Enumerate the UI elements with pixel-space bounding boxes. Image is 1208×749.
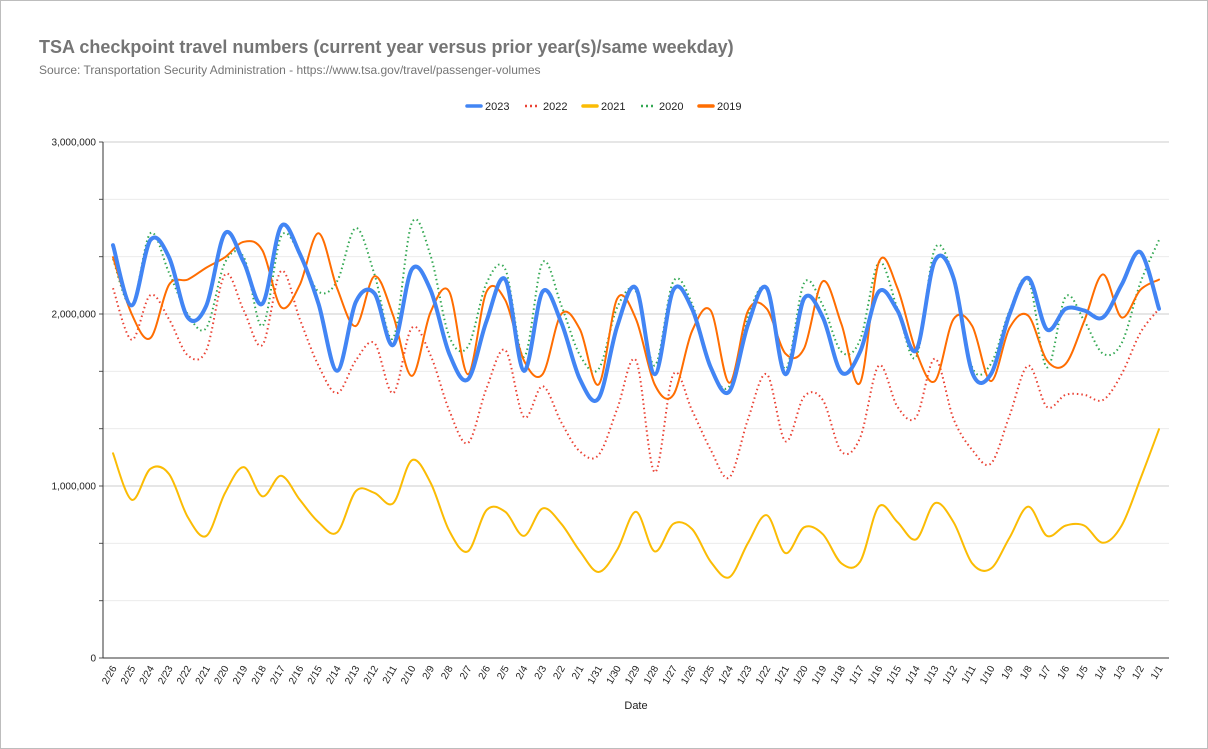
series-line-2022 [112,269,1160,480]
x-tick-label: 1/30 [605,664,624,687]
series-line-2020 [112,218,1160,390]
x-tick-label: 1/26 [679,664,698,687]
x-tick-label: 2/16 [287,664,306,687]
series-line-2023 [111,222,1161,403]
y-tick-label: 2,000,000 [52,310,97,321]
x-tick-label: 2/6 [477,664,494,682]
x-tick-label: 1/4 [1093,664,1110,682]
x-tick-label: 2/2 [551,664,568,682]
x-tick-label: 1/11 [960,664,979,686]
x-tick-label: 1/12 [941,664,960,687]
x-tick-label: 1/3 [1112,664,1129,682]
x-tick-label: 2/17 [268,664,287,687]
x-tick-label: 1/5 [1074,664,1091,682]
series-lines [111,218,1161,579]
legend-label-2020: 2020 [659,101,683,113]
x-tick-label: 2/10 [399,664,418,687]
y-tick-label: 3,000,000 [52,138,97,149]
x-tick-label: 2/19 [231,664,250,687]
x-tick-label: 2/5 [495,664,512,682]
legend-label-2022: 2022 [543,101,567,113]
series-line-2019 [112,232,1160,400]
x-tick-label: 1/25 [698,664,717,687]
x-tick-label: 2/24 [138,664,157,687]
x-tick-label: 1/18 [829,664,848,687]
x-tick-label: 2/1 [570,664,587,682]
x-tick-label: 2/22 [175,664,194,687]
legend-label-2019: 2019 [717,101,741,113]
x-tick-label: 2/21 [194,664,213,687]
x-tick-label: 1/1 [1149,664,1166,682]
x-tick-label: 2/7 [458,664,475,682]
y-axis-ticks: 0 1,000,000 2,000,000 3,000,000 [52,138,103,665]
x-tick-label: 1/29 [623,664,642,687]
x-tick-label: 1/24 [717,664,736,687]
x-tick-label: 1/14 [904,664,923,687]
gridlines [103,141,1169,602]
x-tick-label: 1/8 [1018,664,1035,682]
x-tick-label: 2/4 [514,664,531,682]
legend-label-2021: 2021 [601,101,625,113]
legend-label-2023: 2023 [485,101,509,113]
x-tick-label: 1/28 [642,664,661,687]
x-tick-label: 2/18 [250,664,269,687]
x-tick-label: 1/23 [735,664,754,687]
y-tick-label: 1,000,000 [52,482,97,493]
x-tick-label: 2/23 [156,664,175,687]
x-tick-label: 1/19 [810,664,829,687]
x-tick-label: 1/20 [791,664,810,687]
x-tick-label: 1/27 [661,664,680,687]
x-tick-label: 2/14 [324,664,343,687]
x-tick-label: 2/3 [533,664,550,682]
x-tick-label: 2/26 [100,664,119,687]
x-tick-label: 1/6 [1056,664,1073,682]
x-tick-label: 1/9 [1000,664,1017,682]
x-tick-label: 2/15 [306,664,325,687]
chart-subtitle: Source: Transportation Security Administ… [39,63,541,77]
x-tick-label: 1/15 [885,664,904,687]
x-tick-label: 1/13 [922,664,941,687]
x-axis-title: Date [624,700,647,712]
x-tick-label: 1/7 [1037,664,1054,682]
x-tick-label: 2/8 [439,664,456,682]
x-tick-label: 2/9 [421,664,438,682]
x-axis: 2/26 2/25 2/24 2/23 2/22 2/21 2/20 2/19 2/18 2/17… [100,142,1169,686]
x-tick-label: 2/13 [343,664,362,687]
x-tick-label: 2/20 [212,664,231,687]
chart-title: TSA checkpoint travel numbers (current y… [39,37,734,57]
x-tick-label: 1/10 [978,664,997,687]
series-line-2021 [112,428,1160,579]
x-tick-label: 2/11 [381,664,400,686]
x-tick-label: 1/31 [586,664,605,687]
x-tick-label: 1/16 [866,664,885,687]
x-tick-label: 1/22 [754,664,773,687]
x-tick-label: 1/17 [847,664,866,687]
x-tick-label: 1/21 [773,664,792,687]
legend: 2023 2022 2021 2020 2019 [465,101,741,113]
x-tick-label: 1/2 [1130,664,1147,682]
x-tick-label: 2/25 [119,664,138,687]
x-tick-label: 2/12 [362,664,381,687]
y-tick-label: 0 [90,654,96,665]
